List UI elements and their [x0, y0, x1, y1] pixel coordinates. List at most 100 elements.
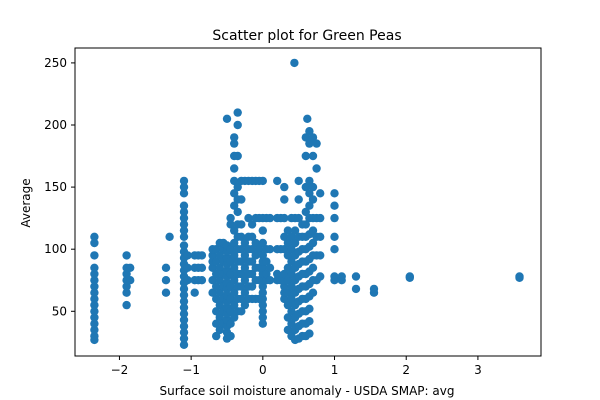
scatter-point: [330, 272, 339, 281]
y-tick-label: 100: [44, 242, 67, 256]
scatter-point: [240, 276, 250, 285]
scatter-point: [208, 276, 217, 285]
scatter-point: [280, 232, 289, 241]
x-tick-label: 1: [331, 363, 339, 377]
scatter-point: [230, 133, 239, 142]
scatter-point: [294, 176, 303, 186]
scatter-point: [215, 288, 224, 297]
scatter-point: [316, 272, 325, 281]
y-ticks: 50 100 150 200 250: [44, 56, 75, 318]
scatter-point: [90, 307, 99, 316]
scatter-point: [308, 182, 318, 192]
scatter-point: [230, 288, 239, 297]
scatter-point: [258, 294, 267, 304]
scatter-point: [247, 245, 257, 254]
scatter-point: [179, 334, 189, 343]
scatter-point: [287, 257, 296, 266]
scatter-point: [90, 300, 99, 310]
scatter-point: [179, 241, 189, 250]
scatter-point: [316, 213, 325, 223]
scatter-point: [230, 300, 239, 310]
scatter-point: [308, 238, 318, 248]
scatter-point: [230, 164, 239, 173]
scatter-point: [280, 182, 289, 192]
y-tick-label: 200: [44, 118, 67, 132]
scatter-point: [273, 176, 282, 186]
scatter-point: [283, 263, 293, 272]
scatter-point: [330, 245, 339, 254]
scatter-point: [179, 201, 189, 210]
scatter-point: [190, 288, 199, 297]
scatter-point: [515, 272, 524, 281]
scatter-point: [230, 189, 239, 198]
y-tick-label: 50: [52, 304, 67, 318]
scatter-point: [301, 133, 310, 142]
scatter-point: [305, 139, 314, 148]
scatter-point: [208, 288, 217, 297]
scatter-point: [233, 151, 242, 161]
scatter-point: [179, 328, 189, 337]
scatter-point: [208, 263, 217, 272]
scatter-point: [197, 276, 207, 285]
scatter-point: [247, 257, 257, 266]
scatter-point: [215, 325, 224, 335]
scatter-point: [308, 151, 318, 161]
scatter-point: [240, 300, 250, 310]
scatter-point: [90, 263, 99, 272]
scatter-point: [255, 245, 264, 254]
scatter-point: [233, 120, 242, 130]
scatter-point: [183, 276, 192, 285]
scatter-point: [179, 309, 189, 318]
scatter-point: [305, 127, 314, 136]
scatter-point: [90, 269, 99, 279]
scatter-point: [283, 276, 293, 285]
scatter-point: [258, 319, 267, 328]
scatter-point: [280, 213, 289, 223]
scatter-point: [294, 213, 303, 223]
scatter-point: [351, 284, 361, 294]
scatter-point: [280, 294, 289, 304]
scatter-point: [179, 322, 189, 331]
scatter-point: [226, 213, 235, 223]
scatter-point: [351, 272, 361, 281]
scatter-point: [303, 114, 312, 124]
scatter-point: [283, 238, 293, 248]
scatter-point: [237, 307, 246, 316]
scatter-point: [283, 251, 293, 260]
scatter-point: [208, 251, 217, 260]
x-tick-label: 3: [474, 363, 482, 377]
scatter-point: [212, 282, 221, 291]
scatter-point: [215, 313, 224, 322]
scatter-point: [237, 269, 246, 279]
scatter-point: [258, 282, 267, 291]
scatter-point: [226, 307, 235, 316]
scatter-point: [237, 294, 246, 304]
scatter-point: [262, 257, 271, 266]
scatter-point: [197, 251, 207, 260]
scatter-point: [251, 238, 260, 248]
scatter-point: [330, 189, 339, 198]
scatter-point: [258, 226, 267, 235]
scatter-point: [316, 251, 325, 260]
scatter-point: [212, 294, 221, 304]
scatter-point: [308, 226, 318, 235]
scatter-point: [237, 282, 246, 291]
scatter-point: [90, 319, 99, 328]
scatter-point: [240, 251, 250, 260]
scatter-point: [294, 195, 303, 204]
scatter-point: [212, 331, 221, 341]
scatter-point: [247, 282, 257, 291]
scatter-point: [337, 272, 346, 281]
scatter-point: [405, 272, 414, 281]
scatter-point: [122, 282, 131, 291]
scatter-point: [308, 133, 318, 142]
scatter-point: [283, 313, 293, 322]
scatter-point: [230, 176, 239, 186]
scatter-point: [283, 325, 293, 335]
scatter-point: [179, 207, 189, 217]
x-axis-label: Surface soil moisture anomaly - USDA SMA…: [160, 384, 455, 398]
scatter-point: [226, 269, 235, 279]
scatter-point: [215, 263, 224, 272]
scatter-point: [316, 189, 325, 198]
scatter-point: [287, 294, 296, 304]
